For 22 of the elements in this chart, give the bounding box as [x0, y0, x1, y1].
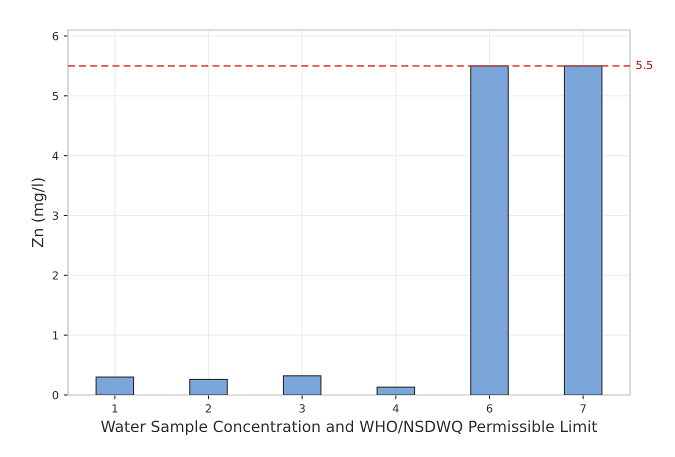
bar	[564, 65, 602, 395]
x-axis-title: Water Sample Concentration and WHO/NSDWQ Permissible Limit	[101, 420, 598, 436]
x-tick-label: 7	[580, 404, 586, 412]
y-tick-label: 0	[52, 390, 58, 400]
x-tick-label: 6	[486, 404, 492, 413]
y-axis-title: Zn (mg/l)	[32, 178, 46, 248]
bar	[96, 376, 134, 395]
bar	[470, 65, 509, 395]
bar	[189, 378, 228, 395]
x-tick-label: 4	[392, 404, 399, 412]
bar	[282, 375, 322, 395]
y-tick-label: 6	[52, 32, 58, 40]
bar	[376, 386, 416, 395]
y-tick-label: 4	[52, 152, 58, 160]
x-tick-label: 3	[299, 404, 305, 413]
y-tick-label: 5	[52, 92, 58, 100]
y-tick-label: 2	[52, 271, 58, 280]
x-tick-label: 1	[112, 404, 118, 412]
y-tick-label: 3	[52, 211, 58, 220]
ref-line-label: 5.5	[636, 60, 652, 70]
x-tick-label: 2	[206, 404, 211, 412]
y-tick-label: 1	[53, 331, 58, 340]
